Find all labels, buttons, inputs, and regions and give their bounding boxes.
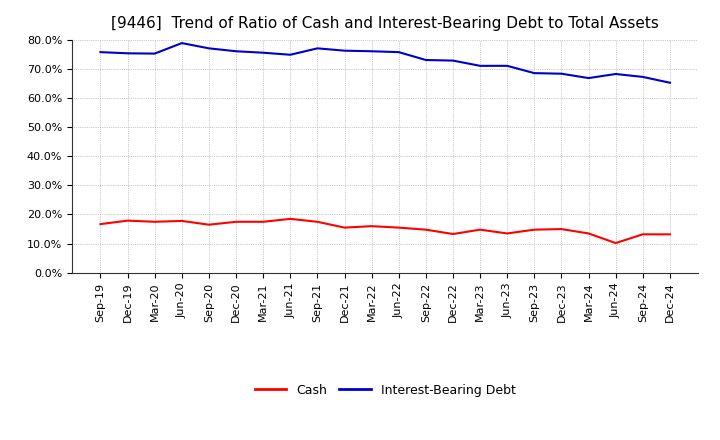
Interest-Bearing Debt: [611, 71, 620, 77]
Line: Cash: Cash: [101, 219, 670, 243]
Cash: [259, 219, 268, 224]
Cash: [232, 219, 240, 224]
Cash: [96, 221, 105, 227]
Cash: [204, 222, 213, 227]
Interest-Bearing Debt: [259, 50, 268, 55]
Legend: Cash, Interest-Bearing Debt: Cash, Interest-Bearing Debt: [250, 379, 521, 402]
Interest-Bearing Debt: [150, 51, 159, 56]
Interest-Bearing Debt: [421, 57, 430, 62]
Cash: [584, 231, 593, 236]
Interest-Bearing Debt: [530, 70, 539, 76]
Cash: [150, 219, 159, 224]
Cash: [665, 232, 674, 237]
Cash: [395, 225, 403, 230]
Cash: [449, 231, 457, 237]
Cash: [421, 227, 430, 232]
Cash: [530, 227, 539, 232]
Cash: [367, 224, 376, 229]
Interest-Bearing Debt: [313, 46, 322, 51]
Cash: [123, 218, 132, 223]
Cash: [313, 219, 322, 224]
Cash: [503, 231, 511, 236]
Interest-Bearing Debt: [449, 58, 457, 63]
Interest-Bearing Debt: [232, 48, 240, 54]
Interest-Bearing Debt: [665, 80, 674, 85]
Interest-Bearing Debt: [395, 49, 403, 55]
Line: Interest-Bearing Debt: Interest-Bearing Debt: [101, 43, 670, 83]
Cash: [178, 218, 186, 224]
Interest-Bearing Debt: [639, 74, 647, 80]
Interest-Bearing Debt: [123, 51, 132, 56]
Cash: [639, 232, 647, 237]
Interest-Bearing Debt: [584, 75, 593, 81]
Interest-Bearing Debt: [286, 52, 294, 57]
Title: [9446]  Trend of Ratio of Cash and Interest-Bearing Debt to Total Assets: [9446] Trend of Ratio of Cash and Intere…: [112, 16, 659, 32]
Interest-Bearing Debt: [557, 71, 566, 77]
Interest-Bearing Debt: [96, 49, 105, 55]
Cash: [611, 240, 620, 246]
Interest-Bearing Debt: [341, 48, 349, 53]
Cash: [286, 216, 294, 221]
Interest-Bearing Debt: [476, 63, 485, 69]
Interest-Bearing Debt: [367, 48, 376, 54]
Cash: [476, 227, 485, 232]
Cash: [341, 225, 349, 230]
Interest-Bearing Debt: [503, 63, 511, 69]
Interest-Bearing Debt: [204, 46, 213, 51]
Interest-Bearing Debt: [178, 40, 186, 46]
Cash: [557, 227, 566, 232]
